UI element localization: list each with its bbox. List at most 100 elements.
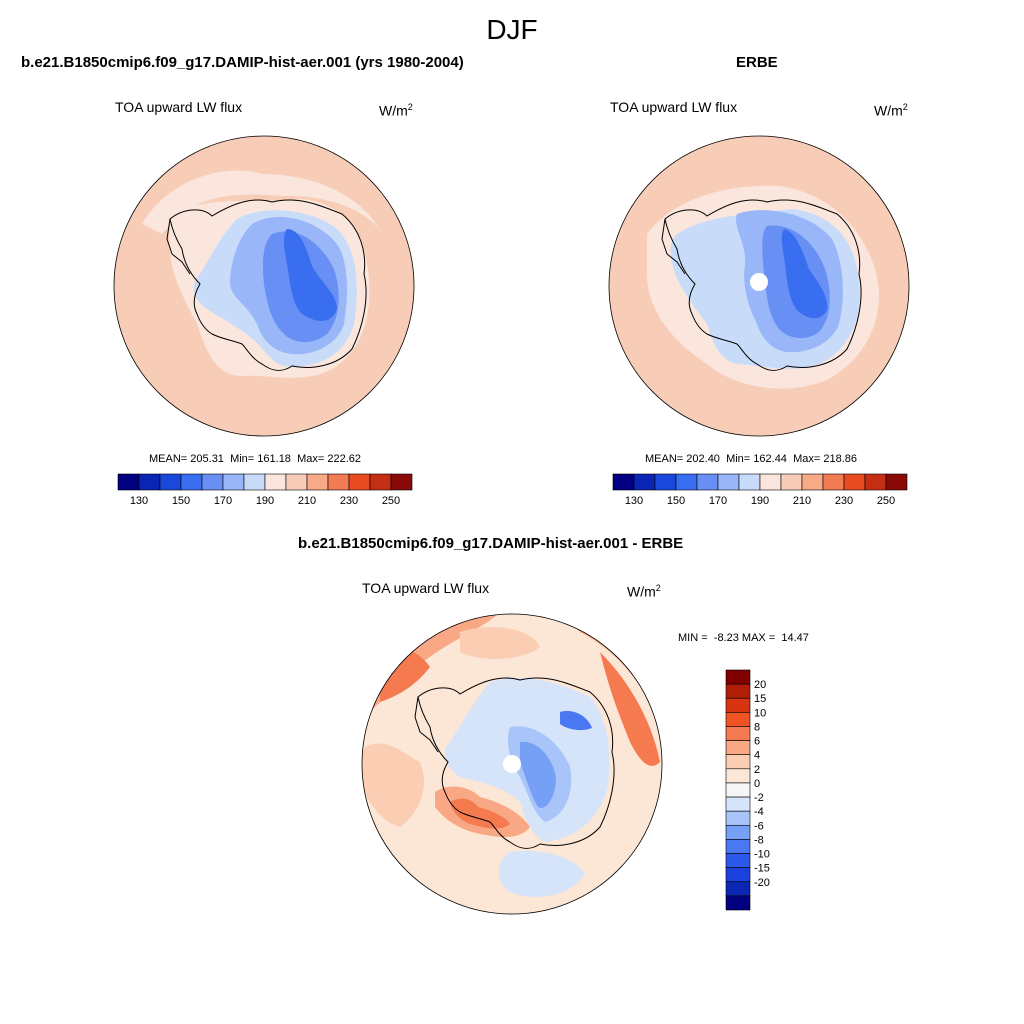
model-colorbar-tick: 210 bbox=[298, 495, 316, 507]
model-colorbar-tick: 130 bbox=[130, 495, 148, 507]
model-colorbar-swatch bbox=[264, 473, 287, 491]
model-polar-map bbox=[113, 135, 415, 437]
obs-colorbar-swatch bbox=[822, 473, 845, 491]
model-colorbar-tick: 150 bbox=[172, 495, 190, 507]
obs-peninsula bbox=[661, 218, 686, 275]
model-coastline bbox=[169, 199, 367, 371]
diff-north-band bbox=[460, 627, 540, 659]
diff-east-ice-negative bbox=[560, 711, 592, 731]
diff-south-negative bbox=[498, 850, 585, 897]
diff-west-band bbox=[362, 743, 424, 827]
model-colorbar-swatch bbox=[327, 473, 350, 491]
model-stats: MEAN= 205.31 Min= 161.18 Max= 222.62 bbox=[149, 453, 361, 465]
diff-colorbar-tick: 20 bbox=[754, 679, 766, 691]
model-variable-label: TOA upward LW flux bbox=[115, 99, 243, 115]
model-colorbar-swatch bbox=[390, 473, 413, 491]
obs-colorbar-swatch bbox=[843, 473, 866, 491]
diff-colorbar-swatch bbox=[725, 726, 751, 741]
diff-colorbar-swatch bbox=[725, 839, 751, 854]
model-colorbar-swatch bbox=[201, 473, 224, 491]
diff-colorbar-tick: 0 bbox=[754, 778, 760, 790]
model-warm-band bbox=[142, 170, 382, 234]
model-colorbar-swatch bbox=[243, 473, 266, 491]
figure-title: DJF bbox=[486, 14, 538, 45]
diff-colorbar-swatch bbox=[725, 697, 751, 713]
obs-units: W/m2 bbox=[874, 102, 908, 119]
obs-colorbar-swatch bbox=[780, 473, 803, 491]
model-colorbar-tick: 250 bbox=[382, 495, 400, 507]
obs-colorbar-swatch bbox=[696, 473, 719, 491]
diff-map-border bbox=[361, 613, 663, 915]
model-colorbar-swatch bbox=[159, 473, 182, 491]
model-colorbar-tick: 230 bbox=[340, 495, 358, 507]
obs-polar-map bbox=[608, 135, 910, 437]
diff-colorbar-swatch bbox=[725, 712, 751, 727]
diff-colorbar-swatch bbox=[725, 740, 751, 756]
diff-colorbar-tick: 4 bbox=[754, 750, 760, 762]
obs-colorbar-tick: 170 bbox=[709, 495, 727, 507]
diff-peninsula bbox=[414, 696, 439, 753]
model-colorbar-swatch bbox=[348, 473, 371, 491]
model-colorbar-swatch bbox=[306, 473, 329, 491]
diff-colorbar-tick: 6 bbox=[754, 736, 760, 748]
diff-colorbar-tick: 15 bbox=[754, 693, 766, 705]
obs-colorbar-swatch bbox=[801, 473, 824, 491]
obs-colorbar-swatch bbox=[759, 473, 782, 491]
diff-ross-strong bbox=[450, 798, 510, 829]
obs-colorbar-swatch bbox=[738, 473, 761, 491]
obs-colorbar-swatch bbox=[675, 473, 698, 491]
obs-pole-hole bbox=[750, 273, 768, 291]
diff-colorbar-swatch bbox=[725, 669, 751, 685]
diff-variable-label: TOA upward LW flux bbox=[362, 580, 490, 596]
obs-colorbar-swatch bbox=[717, 473, 740, 491]
diff-colorbar-tick: -8 bbox=[754, 834, 764, 846]
obs-colorbar-tick: 190 bbox=[751, 495, 769, 507]
obs-colorbar-swatch bbox=[612, 473, 635, 491]
model-map-border bbox=[113, 135, 415, 437]
diff-colorbar-tick: 10 bbox=[754, 707, 766, 719]
diff-colorbar-tick: 2 bbox=[754, 764, 760, 776]
model-colorbar-swatch bbox=[117, 473, 140, 491]
diff-colorbar-tick: 8 bbox=[754, 721, 760, 733]
obs-colorbar-swatch bbox=[864, 473, 887, 491]
diff-colorbar-tick: -20 bbox=[754, 877, 770, 889]
diff-colorbar-swatch bbox=[725, 824, 751, 840]
diff-ice-strong-negative bbox=[520, 741, 556, 808]
model-colorbar-swatch bbox=[369, 473, 392, 491]
model-panel-title: b.e21.B1850cmip6.f09_g17.DAMIP-hist-aer.… bbox=[21, 54, 464, 71]
diff-colorbar-tick: -10 bbox=[754, 849, 770, 861]
diff-colorbar-tick: -15 bbox=[754, 863, 770, 875]
diff-units: W/m2 bbox=[627, 583, 661, 600]
diff-colorbar-swatch bbox=[725, 867, 751, 883]
model-colorbar-tick: 170 bbox=[214, 495, 232, 507]
diff-colorbar-tick: -4 bbox=[754, 806, 764, 818]
diff-colorbar-swatch bbox=[725, 881, 751, 897]
obs-panel-title: ERBE bbox=[736, 54, 778, 71]
obs-variable-label: TOA upward LW flux bbox=[610, 99, 738, 115]
obs-ice-sheet-core bbox=[781, 229, 828, 319]
model-peninsula bbox=[166, 218, 191, 275]
obs-colorbar-tick: 130 bbox=[625, 495, 643, 507]
diff-colorbar-swatch bbox=[725, 683, 751, 699]
diff-colorbar-swatch bbox=[725, 796, 751, 812]
model-colorbar-tick: 190 bbox=[256, 495, 274, 507]
model-colorbar-swatch bbox=[180, 473, 203, 491]
diff-panel-title: b.e21.B1850cmip6.f09_g17.DAMIP-hist-aer.… bbox=[298, 535, 684, 552]
diff-coastline bbox=[417, 677, 615, 849]
model-colorbar-swatch bbox=[222, 473, 245, 491]
diff-colorbar-swatch bbox=[725, 810, 751, 826]
obs-colorbar-tick: 210 bbox=[793, 495, 811, 507]
obs-colorbar-swatch bbox=[633, 473, 656, 491]
model-colorbar: 130150170190210230250270 bbox=[117, 473, 413, 507]
model-ice-sheet-core bbox=[283, 229, 337, 321]
obs-colorbar-tick: 250 bbox=[877, 495, 895, 507]
diff-colorbar-swatch bbox=[725, 754, 751, 770]
model-colorbar-swatch bbox=[285, 473, 308, 491]
obs-stats: MEAN= 202.40 Min= 162.44 Max= 218.86 bbox=[645, 453, 857, 465]
obs-colorbar-tick: 150 bbox=[667, 495, 685, 507]
obs-colorbar: 130150170190210230250270 bbox=[612, 473, 908, 507]
model-colorbar-swatch bbox=[138, 473, 161, 491]
obs-colorbar-swatch bbox=[885, 473, 908, 491]
diff-stats: MIN = -8.23 MAX = 14.47 bbox=[678, 632, 809, 644]
